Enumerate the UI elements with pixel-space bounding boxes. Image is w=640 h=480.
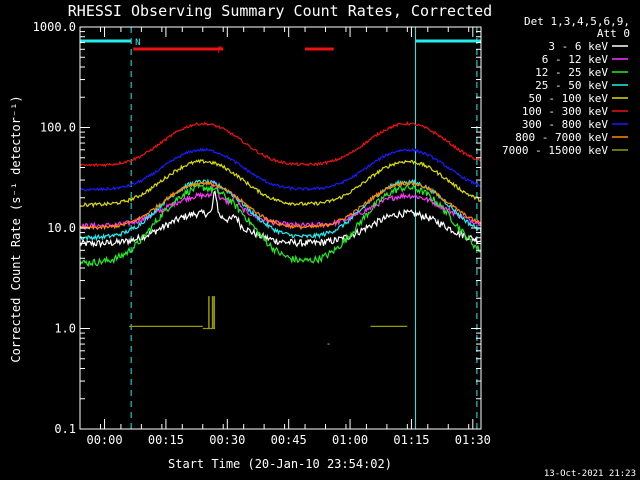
footer-date: 13-Oct-2021 21:23 xyxy=(544,469,636,479)
x-tick-label-4: 01:00 xyxy=(332,433,368,447)
x-tick-label-0: 00:00 xyxy=(86,433,122,447)
y-tick-label-2: 10.0 xyxy=(47,221,76,235)
y-tick-label-3: 1.0 xyxy=(54,322,76,336)
y-tick-label-4: 0.1 xyxy=(54,422,76,436)
y-tick-label-0: 1000.0 xyxy=(33,20,76,34)
legend-label-2: 12 - 25 keV xyxy=(535,66,608,79)
x-tick-label-2: 00:30 xyxy=(209,433,245,447)
flag-label-2: F xyxy=(217,46,222,56)
chart-title: RHESSI Observing Summary Count Rates, Co… xyxy=(68,2,492,20)
legend-label-6: 300 - 800 keV xyxy=(522,118,608,131)
legend-label-3: 25 - 50 keV xyxy=(535,79,608,92)
legend-label-1: 6 - 12 keV xyxy=(542,53,609,66)
legend-label-7: 800 - 7000 keV xyxy=(515,131,608,144)
legend-label-8: 7000 - 15000 keV xyxy=(502,144,608,157)
flag-label-0: N xyxy=(135,38,140,48)
x-tick-label-3: 00:45 xyxy=(271,433,307,447)
x-tick-label-5: 01:15 xyxy=(393,433,429,447)
y-axis-ticks: 1000.0 100.0 10.0 1.0 0.1 xyxy=(33,20,481,436)
x-axis-ticks: 00:00 00:15 00:30 00:45 01:00 01:15 01:30 xyxy=(79,27,491,447)
legend-header-line-2: Att 0 xyxy=(597,27,630,40)
y-tick-label-1: 100.0 xyxy=(40,121,76,135)
series-line-25-50-kev xyxy=(80,178,481,242)
x-tick-label-1: 00:15 xyxy=(148,433,184,447)
legend-label-4: 50 - 100 keV xyxy=(529,92,609,105)
series-line-300-800-kev xyxy=(80,147,481,192)
legend-label-5: 100 - 300 keV xyxy=(522,105,608,118)
series-line-100-300-kev xyxy=(80,120,481,168)
series-line-12-25-kev xyxy=(80,183,481,268)
y-axis-label: Corrected Count Rate (s⁻¹ detector⁻¹) xyxy=(9,95,23,362)
legend-label-0: 3 - 6 keV xyxy=(548,40,608,53)
series-line-3-6-kev xyxy=(80,190,481,249)
legend-header-line-1: Det 1,3,4,5,6,9, xyxy=(524,15,630,28)
series-line-50-100-kev xyxy=(80,159,481,209)
series-line-6-12-kev xyxy=(80,179,481,231)
series-line-800-7000-kev xyxy=(80,180,481,231)
x-tick-label-6: 01:30 xyxy=(455,433,491,447)
x-axis-label: Start Time (20-Jan-10 23:54:02) xyxy=(168,457,392,471)
